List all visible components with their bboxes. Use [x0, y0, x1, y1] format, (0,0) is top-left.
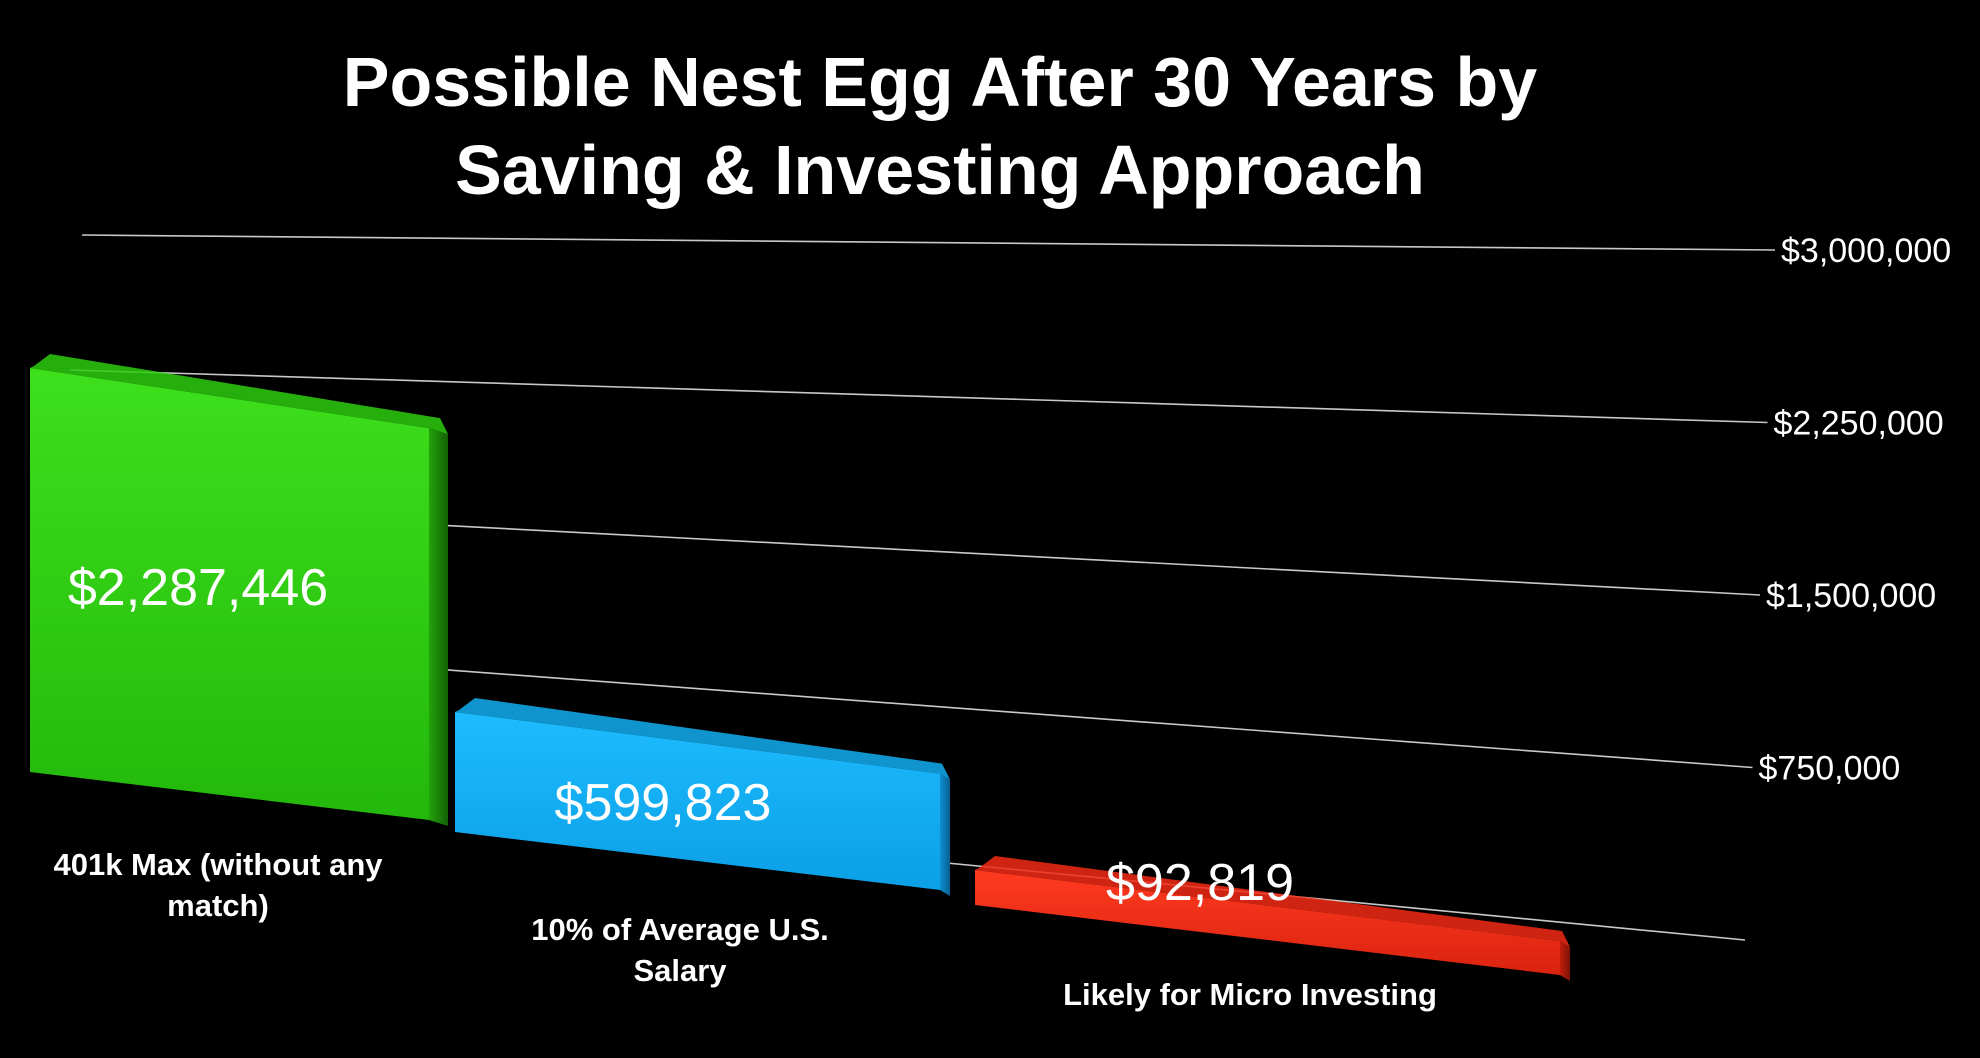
chart-title-line-1: Possible Nest Egg After 30 Years by — [342, 43, 1538, 121]
bar-top-face — [455, 698, 950, 780]
bar-front-face — [30, 368, 429, 820]
gridline — [70, 369, 1768, 424]
chart-title-line-2: Saving & Investing Approach — [455, 131, 1425, 209]
bar-top-face — [975, 856, 1570, 948]
bar-401k-max — [30, 354, 448, 826]
value-label-micro-investing: $92,819 — [1106, 854, 1294, 912]
bar-side-face — [428, 428, 448, 826]
category-label-micro-investing: Likely for Micro Investing — [1063, 977, 1437, 1012]
bar-side-face — [1560, 941, 1570, 981]
category-label-401k-max: match) — [167, 888, 269, 923]
value-label-401k-max: $2,287,446 — [68, 559, 328, 617]
value-label-ten-percent-salary: $599,823 — [555, 774, 772, 832]
bar-front-face — [455, 712, 940, 890]
gridline — [81, 234, 1776, 251]
category-label-401k-max: 401k Max (without any — [53, 847, 383, 882]
y-tick-label: $2,250,000 — [1774, 405, 1944, 443]
bar-micro-investing — [975, 856, 1570, 981]
bar-top-face — [30, 354, 448, 435]
y-tick-label: $3,000,000 — [1781, 232, 1951, 270]
y-tick-label: $1,500,000 — [1766, 577, 1936, 615]
bar-ten-percent-salary — [455, 698, 950, 896]
category-label-ten-percent-salary: Salary — [633, 953, 727, 988]
chart-title: Possible Nest Egg After 30 Years by Savi… — [240, 38, 1640, 214]
bar-side-face — [940, 773, 950, 896]
y-tick-label: $750,000 — [1759, 750, 1901, 788]
category-label-ten-percent-salary: 10% of Average U.S. — [531, 912, 828, 947]
bar-front-face — [975, 870, 1560, 975]
